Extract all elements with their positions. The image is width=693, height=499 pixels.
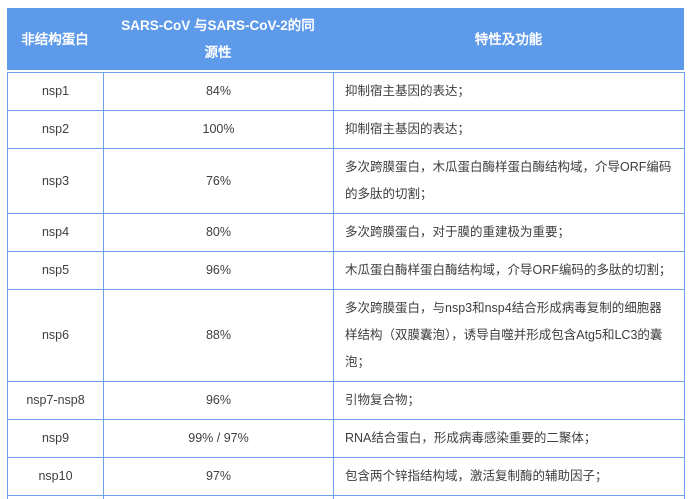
protein-cell: nsp7-nsp8: [7, 381, 104, 420]
function-cell: 多次跨膜蛋白，与nsp3和nsp4结合形成病毒复制的细胞器样结构（双膜囊泡），诱…: [333, 289, 685, 382]
function-cell: 多次跨膜蛋白，对于膜的重建极为重要；: [333, 213, 685, 252]
table-row: nsp5 96% 木瓜蛋白酶样蛋白酶结构域，介导ORF编码的多肽的切割；: [7, 251, 685, 290]
function-cell: [333, 495, 685, 499]
table-row: nsp3 76% 多次跨膜蛋白，木瓜蛋白酶样蛋白酶结构域，介导ORF编码的多肽的…: [7, 148, 685, 214]
table-row: nsp1 84% 抑制宿主基因的表达；: [7, 72, 685, 111]
protein-cell: nsp3: [7, 148, 104, 214]
column-header-protein: 非结构蛋白: [7, 8, 103, 70]
protein-cell: nsp4: [7, 213, 104, 252]
homology-cell: 97%: [103, 457, 334, 496]
protein-cell: nsp1: [7, 72, 104, 111]
table-row: nsp6 88% 多次跨膜蛋白，与nsp3和nsp4结合形成病毒复制的细胞器样结…: [7, 289, 685, 382]
table-row: nsp4 80% 多次跨膜蛋白，对于膜的重建极为重要；: [7, 213, 685, 252]
function-cell: 引物复合物；: [333, 381, 685, 420]
function-cell: 抑制宿主基因的表达；: [333, 72, 685, 111]
protein-cell: nsp2: [7, 110, 104, 149]
function-cell: RNA结合蛋白，形成病毒感染重要的二聚体；: [333, 419, 685, 458]
homology-cell: 80%: [103, 213, 334, 252]
protein-cell: nsp6: [7, 289, 104, 382]
table-row: nsp7-nsp8 96% 引物复合物；: [7, 381, 685, 420]
function-cell: 木瓜蛋白酶样蛋白酶结构域，介导ORF编码的多肽的切割；: [333, 251, 685, 290]
homology-cell: 99% / 97%: [103, 419, 334, 458]
protein-cell: nsp9: [7, 419, 104, 458]
column-header-function: 特性及功能: [333, 8, 684, 70]
table-row: nsp9 99% / 97% RNA结合蛋白，形成病毒感染重要的二聚体；: [7, 419, 685, 458]
table-row: nsp2 100% 抑制宿主基因的表达；: [7, 110, 685, 149]
protein-cell: nsp10: [7, 457, 104, 496]
function-cell: 抑制宿主基因的表达；: [333, 110, 685, 149]
homology-cell: 96%: [103, 251, 334, 290]
nsp-homology-table: nsp1 84% 抑制宿主基因的表达； nsp2 100% 抑制宿主基因的表达；…: [7, 72, 685, 499]
protein-cell: [7, 495, 104, 499]
table-row: nsp10 97% 包含两个锌指结构域，激活复制酶的辅助因子；: [7, 457, 685, 496]
column-header-homology-label: SARS-CoV 与SARS-CoV-2的同源性: [121, 18, 315, 60]
column-header-homology: SARS-CoV 与SARS-CoV-2的同源性: [103, 8, 333, 70]
column-header-protein-label: 非结构蛋白: [21, 31, 89, 47]
homology-cell: [103, 495, 334, 499]
homology-cell: 84%: [103, 72, 334, 111]
column-header-function-label: 特性及功能: [474, 31, 543, 47]
function-cell: 包含两个锌指结构域，激活复制酶的辅助因子；: [333, 457, 685, 496]
homology-cell: 76%: [103, 148, 334, 214]
homology-cell: 100%: [103, 110, 334, 149]
protein-cell: nsp5: [7, 251, 104, 290]
table-row-partial: [7, 495, 685, 499]
function-cell: 多次跨膜蛋白，木瓜蛋白酶样蛋白酶结构域，介导ORF编码的多肽的切割；: [333, 148, 685, 214]
homology-cell: 96%: [103, 381, 334, 420]
table-header-row: 非结构蛋白 SARS-CoV 与SARS-CoV-2的同源性 特性及功能: [7, 8, 684, 70]
homology-cell: 88%: [103, 289, 334, 382]
